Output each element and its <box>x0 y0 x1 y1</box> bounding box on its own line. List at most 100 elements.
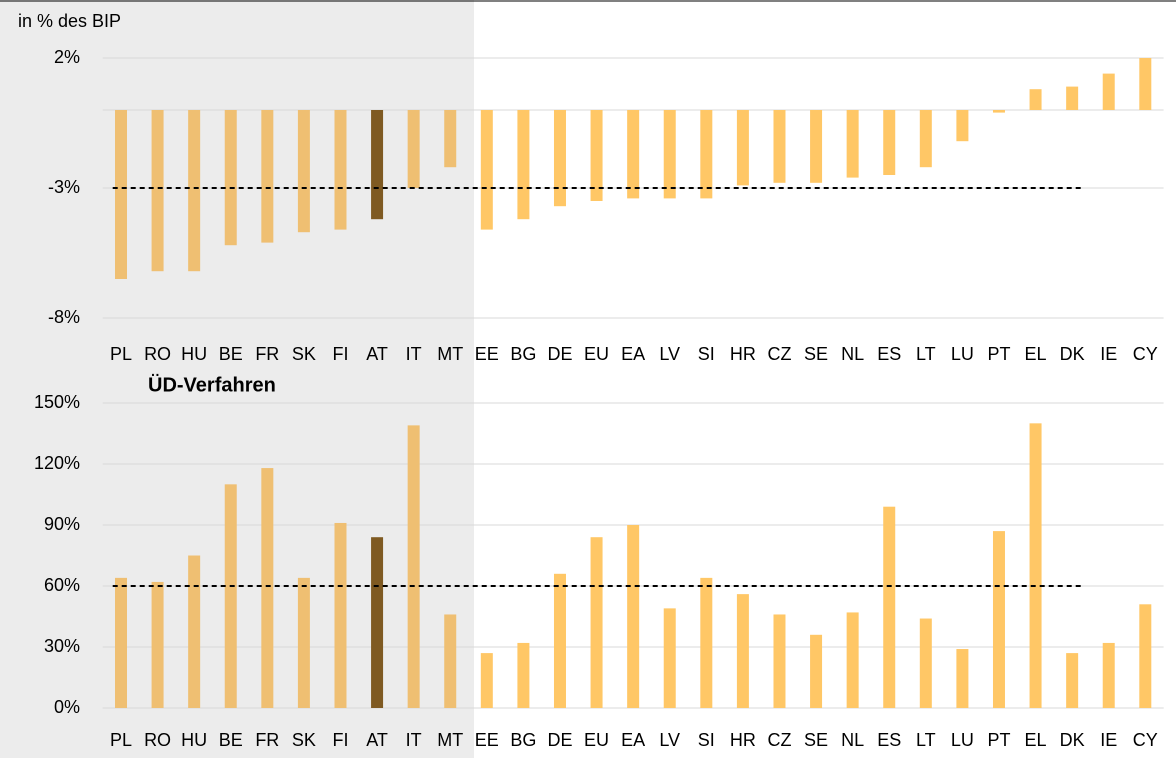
x-tick-label: MT <box>437 730 463 750</box>
x-tick-label: SK <box>292 730 316 750</box>
bar <box>297 577 310 708</box>
bar <box>444 614 457 708</box>
x-tick-label: FI <box>332 344 348 364</box>
bar <box>1139 604 1152 708</box>
x-tick-label: PT <box>987 344 1010 364</box>
x-tick-label: NL <box>841 344 864 364</box>
bar <box>553 573 566 708</box>
bar <box>590 537 603 708</box>
bar <box>736 594 749 708</box>
y-tick-label: 30% <box>44 636 80 656</box>
x-tick-label: LV <box>659 344 680 364</box>
y-tick-label: -3% <box>48 177 80 197</box>
x-tick-label: FI <box>332 730 348 750</box>
bar <box>627 110 640 199</box>
x-tick-label: CZ <box>767 730 791 750</box>
x-tick-label: EL <box>1025 730 1047 750</box>
y-tick-label: 60% <box>44 575 80 595</box>
y-axis-label: in % des BIP <box>18 11 121 31</box>
bar <box>1102 73 1115 110</box>
bar <box>883 110 896 175</box>
bar <box>846 110 859 178</box>
x-tick-label: SK <box>292 344 316 364</box>
bar <box>114 110 127 279</box>
bar <box>444 110 457 168</box>
y-tick-label: 2% <box>54 47 80 67</box>
bar <box>261 468 274 708</box>
bar <box>810 634 823 708</box>
bar <box>700 577 713 708</box>
bar <box>992 531 1005 708</box>
x-tick-label: IE <box>1100 730 1117 750</box>
x-tick-label: EA <box>621 730 645 750</box>
x-tick-label: EE <box>475 344 499 364</box>
bar <box>883 506 896 708</box>
x-tick-label: CY <box>1133 730 1158 750</box>
bar <box>627 525 640 708</box>
x-tick-label: SE <box>804 730 828 750</box>
bar <box>700 110 713 199</box>
bar <box>407 425 420 708</box>
bar <box>992 110 1005 113</box>
x-tick-label: HU <box>181 344 207 364</box>
bar <box>1139 58 1152 110</box>
y-tick-label: 150% <box>34 392 80 412</box>
bar <box>371 537 384 708</box>
bar <box>334 522 347 708</box>
x-tick-label: EU <box>584 730 609 750</box>
bar <box>334 110 347 230</box>
x-tick-label: SI <box>698 344 715 364</box>
bar <box>188 110 201 272</box>
bar <box>480 110 493 230</box>
x-tick-label: IE <box>1100 344 1117 364</box>
x-tick-label: IT <box>406 344 422 364</box>
x-tick-label: EA <box>621 344 645 364</box>
bar <box>261 110 274 243</box>
x-tick-label: DK <box>1060 730 1085 750</box>
x-tick-label: HR <box>730 344 756 364</box>
x-tick-label: ES <box>877 344 901 364</box>
bar <box>919 618 932 708</box>
bar <box>773 614 786 708</box>
bar <box>956 110 969 142</box>
x-tick-label: AT <box>366 730 388 750</box>
bar <box>1029 423 1042 708</box>
bar <box>919 110 932 168</box>
x-tick-label: PT <box>987 730 1010 750</box>
x-tick-label: EE <box>475 730 499 750</box>
y-tick-label: 90% <box>44 514 80 534</box>
x-tick-label: DK <box>1060 344 1085 364</box>
chart-title: ÜD-Verfahren <box>148 373 276 396</box>
x-tick-label: RO <box>144 344 171 364</box>
bar <box>773 110 786 183</box>
x-tick-label: SI <box>698 730 715 750</box>
x-tick-label: RO <box>144 730 171 750</box>
x-tick-label: SE <box>804 344 828 364</box>
bar <box>517 642 530 708</box>
x-tick-label: PL <box>110 730 132 750</box>
y-tick-label: 120% <box>34 453 80 473</box>
x-tick-label: BG <box>510 730 536 750</box>
bar <box>517 110 530 220</box>
x-tick-label: HR <box>730 730 756 750</box>
x-tick-label: BE <box>219 730 243 750</box>
bar <box>663 608 676 708</box>
bar <box>1029 89 1042 110</box>
x-tick-label: FR <box>255 730 279 750</box>
bar <box>846 612 859 708</box>
x-tick-label: LV <box>659 730 680 750</box>
bar <box>151 581 164 708</box>
y-tick-label: -8% <box>48 307 80 327</box>
bar <box>1066 86 1079 110</box>
x-tick-label: NL <box>841 730 864 750</box>
bar <box>663 110 676 199</box>
bar <box>371 110 384 220</box>
x-tick-label: LU <box>951 730 974 750</box>
x-tick-label: IT <box>406 730 422 750</box>
x-tick-label: EU <box>584 344 609 364</box>
bar <box>224 484 237 708</box>
x-tick-label: DE <box>547 730 572 750</box>
x-tick-label: EL <box>1025 344 1047 364</box>
